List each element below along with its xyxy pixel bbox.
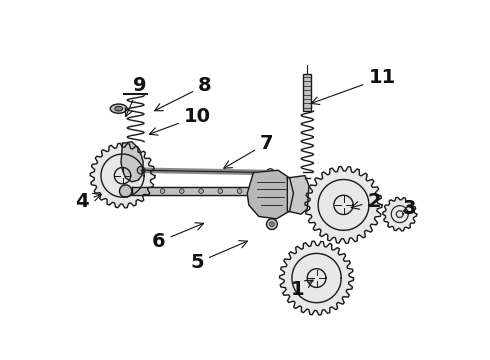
Text: 5: 5 [191,240,247,272]
Circle shape [160,189,165,193]
Circle shape [179,189,184,193]
Polygon shape [90,143,155,208]
Text: 6: 6 [152,223,203,251]
Circle shape [137,166,145,174]
Polygon shape [305,166,382,243]
Polygon shape [383,197,416,231]
Text: 7: 7 [224,134,273,168]
Circle shape [267,169,274,176]
Circle shape [267,219,277,230]
Polygon shape [132,187,270,195]
Circle shape [199,189,203,193]
Text: 2: 2 [351,192,381,211]
Ellipse shape [110,104,127,113]
Polygon shape [280,241,354,315]
Text: 9: 9 [125,76,146,117]
Text: 8: 8 [155,76,212,111]
Polygon shape [287,176,309,214]
Text: 3: 3 [402,199,416,218]
Circle shape [120,185,132,197]
Ellipse shape [115,106,122,111]
Circle shape [270,222,274,226]
FancyBboxPatch shape [303,74,311,111]
Text: 1: 1 [291,280,313,299]
Text: 10: 10 [149,107,211,135]
Text: 11: 11 [311,68,395,104]
Circle shape [237,189,242,193]
Text: 4: 4 [75,192,101,211]
Polygon shape [247,170,294,219]
Polygon shape [121,142,143,182]
Circle shape [218,189,222,193]
